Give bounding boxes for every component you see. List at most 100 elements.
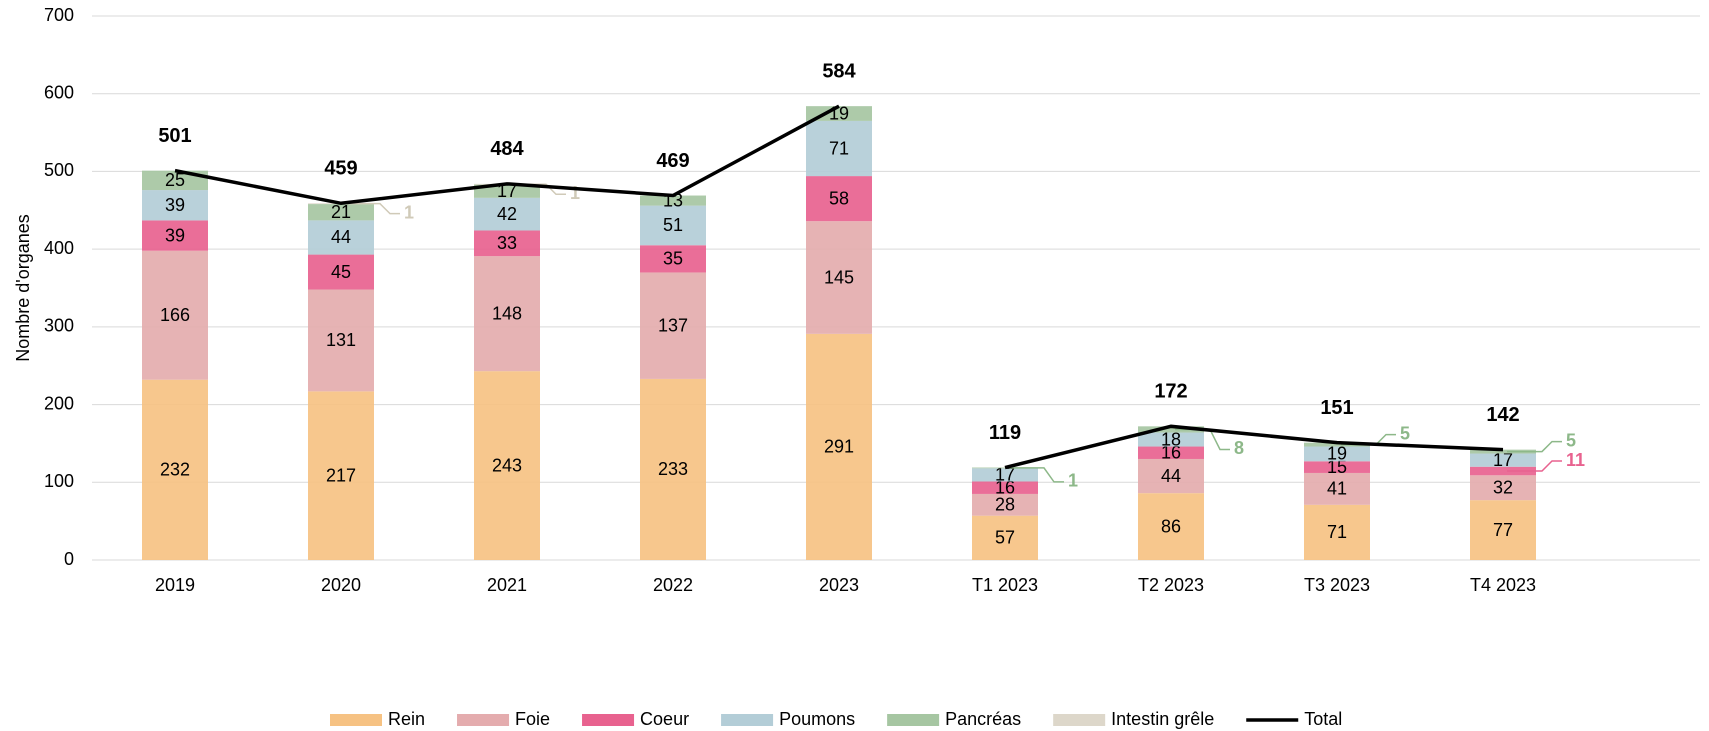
value-label: 39 (165, 225, 185, 245)
total-label: 119 (989, 422, 1021, 444)
value-label-callout: 11 (1566, 450, 1585, 470)
value-label: 148 (492, 303, 522, 323)
leader-line (1507, 440, 1562, 453)
bar-segment (142, 220, 208, 251)
x-tick-label: 2019 (155, 575, 195, 595)
value-label: 291 (824, 437, 854, 457)
value-label-callout: 5 (1400, 423, 1410, 443)
x-tick-label: T2 2023 (1138, 575, 1204, 595)
x-tick-label: 2023 (819, 575, 859, 595)
value-label: 16 (995, 477, 1015, 497)
value-label: 18 (1161, 429, 1181, 449)
leader-line (345, 202, 400, 215)
value-label: 131 (326, 330, 356, 350)
value-label: 243 (492, 455, 522, 475)
bar-segment (474, 197, 540, 231)
bar-segment (806, 333, 872, 560)
value-label: 28 (995, 495, 1015, 515)
value-label-callout: 5 (1566, 430, 1576, 450)
total-line (174, 104, 840, 206)
bar-segment (972, 481, 1038, 494)
total-label: 584 (822, 60, 856, 82)
value-label: 25 (165, 170, 185, 190)
bar-segment (640, 205, 706, 246)
x-tick-label: T4 2023 (1470, 575, 1536, 595)
bar-segment (142, 250, 208, 380)
bar-segment (972, 467, 1038, 469)
bar-segment (1138, 432, 1204, 447)
value-label-callout: 8 (1234, 438, 1244, 458)
value-label: 41 (1327, 479, 1347, 499)
bar-segment (1470, 500, 1536, 560)
value-label: 21 (331, 202, 351, 222)
legend-label: Foie (515, 709, 550, 729)
bar-segment (806, 221, 872, 334)
bar-segment (972, 515, 1038, 560)
legend-swatch (457, 714, 510, 726)
legend-label: Rein (388, 709, 425, 729)
bar-segment (640, 378, 706, 560)
bar-segment (1138, 493, 1204, 560)
value-label: 17 (1493, 450, 1513, 470)
bar-segment (142, 379, 208, 560)
legend-swatch (582, 714, 635, 726)
value-label: 33 (497, 233, 517, 253)
total-label: 484 (490, 138, 524, 160)
value-label-callout: 1 (1068, 471, 1078, 491)
x-tick-label: 2021 (487, 575, 527, 595)
total-label: 501 (158, 125, 191, 147)
bar-segment (1304, 504, 1370, 560)
value-label: 16 (1161, 443, 1181, 463)
value-label: 86 (1161, 516, 1181, 536)
bar-segment (972, 493, 1038, 516)
bar-segment (972, 468, 1038, 482)
value-label: 17 (995, 465, 1015, 485)
x-tick-label: T1 2023 (972, 575, 1038, 595)
bar-segment (1138, 458, 1204, 494)
value-label: 19 (1327, 444, 1347, 464)
legend-label: Coeur (640, 709, 689, 729)
bar-segment (308, 220, 374, 255)
bar-segment (1304, 442, 1370, 447)
legend-swatch (887, 714, 940, 726)
y-axis-label: Nombre d'organes (13, 214, 33, 362)
legend-label: Poumons (779, 709, 855, 729)
y-tick-label: 500 (44, 160, 74, 180)
bar-segment (806, 176, 872, 222)
y-tick-label: 700 (44, 5, 74, 25)
value-label: 137 (658, 315, 688, 335)
leader-line (1507, 460, 1562, 472)
value-label: 42 (497, 204, 517, 224)
bar-segment (1138, 446, 1204, 459)
total-label: 172 (1154, 381, 1187, 403)
bar-segment (640, 272, 706, 379)
total-label: 469 (656, 150, 689, 172)
value-label: 166 (160, 305, 190, 325)
value-label: 32 (1493, 477, 1513, 497)
legend-label: Total (1304, 709, 1342, 729)
value-label: 51 (663, 215, 683, 235)
bar-segment (640, 245, 706, 273)
y-tick-label: 400 (44, 238, 74, 258)
value-label: 233 (658, 459, 688, 479)
total-line (1004, 424, 1504, 470)
bar-segment (806, 120, 872, 177)
x-tick-label: 2022 (653, 575, 693, 595)
bar-segment (806, 106, 872, 121)
bar-segment (142, 190, 208, 221)
y-tick-label: 200 (44, 393, 74, 413)
leader-line (1009, 467, 1064, 483)
x-tick-label: 2020 (321, 575, 361, 595)
bar-segment (1470, 449, 1536, 454)
legend-swatch (1053, 714, 1106, 726)
bar-segment (1138, 426, 1204, 433)
bar-segment (474, 256, 540, 372)
bar-segment (308, 254, 374, 290)
value-label: 58 (829, 188, 849, 208)
bar-segment (640, 195, 706, 206)
value-label: 45 (331, 262, 351, 282)
bar-segment (1470, 466, 1536, 476)
value-label: 71 (1327, 522, 1347, 542)
x-tick-label: T3 2023 (1304, 575, 1370, 595)
y-tick-label: 0 (64, 549, 74, 569)
